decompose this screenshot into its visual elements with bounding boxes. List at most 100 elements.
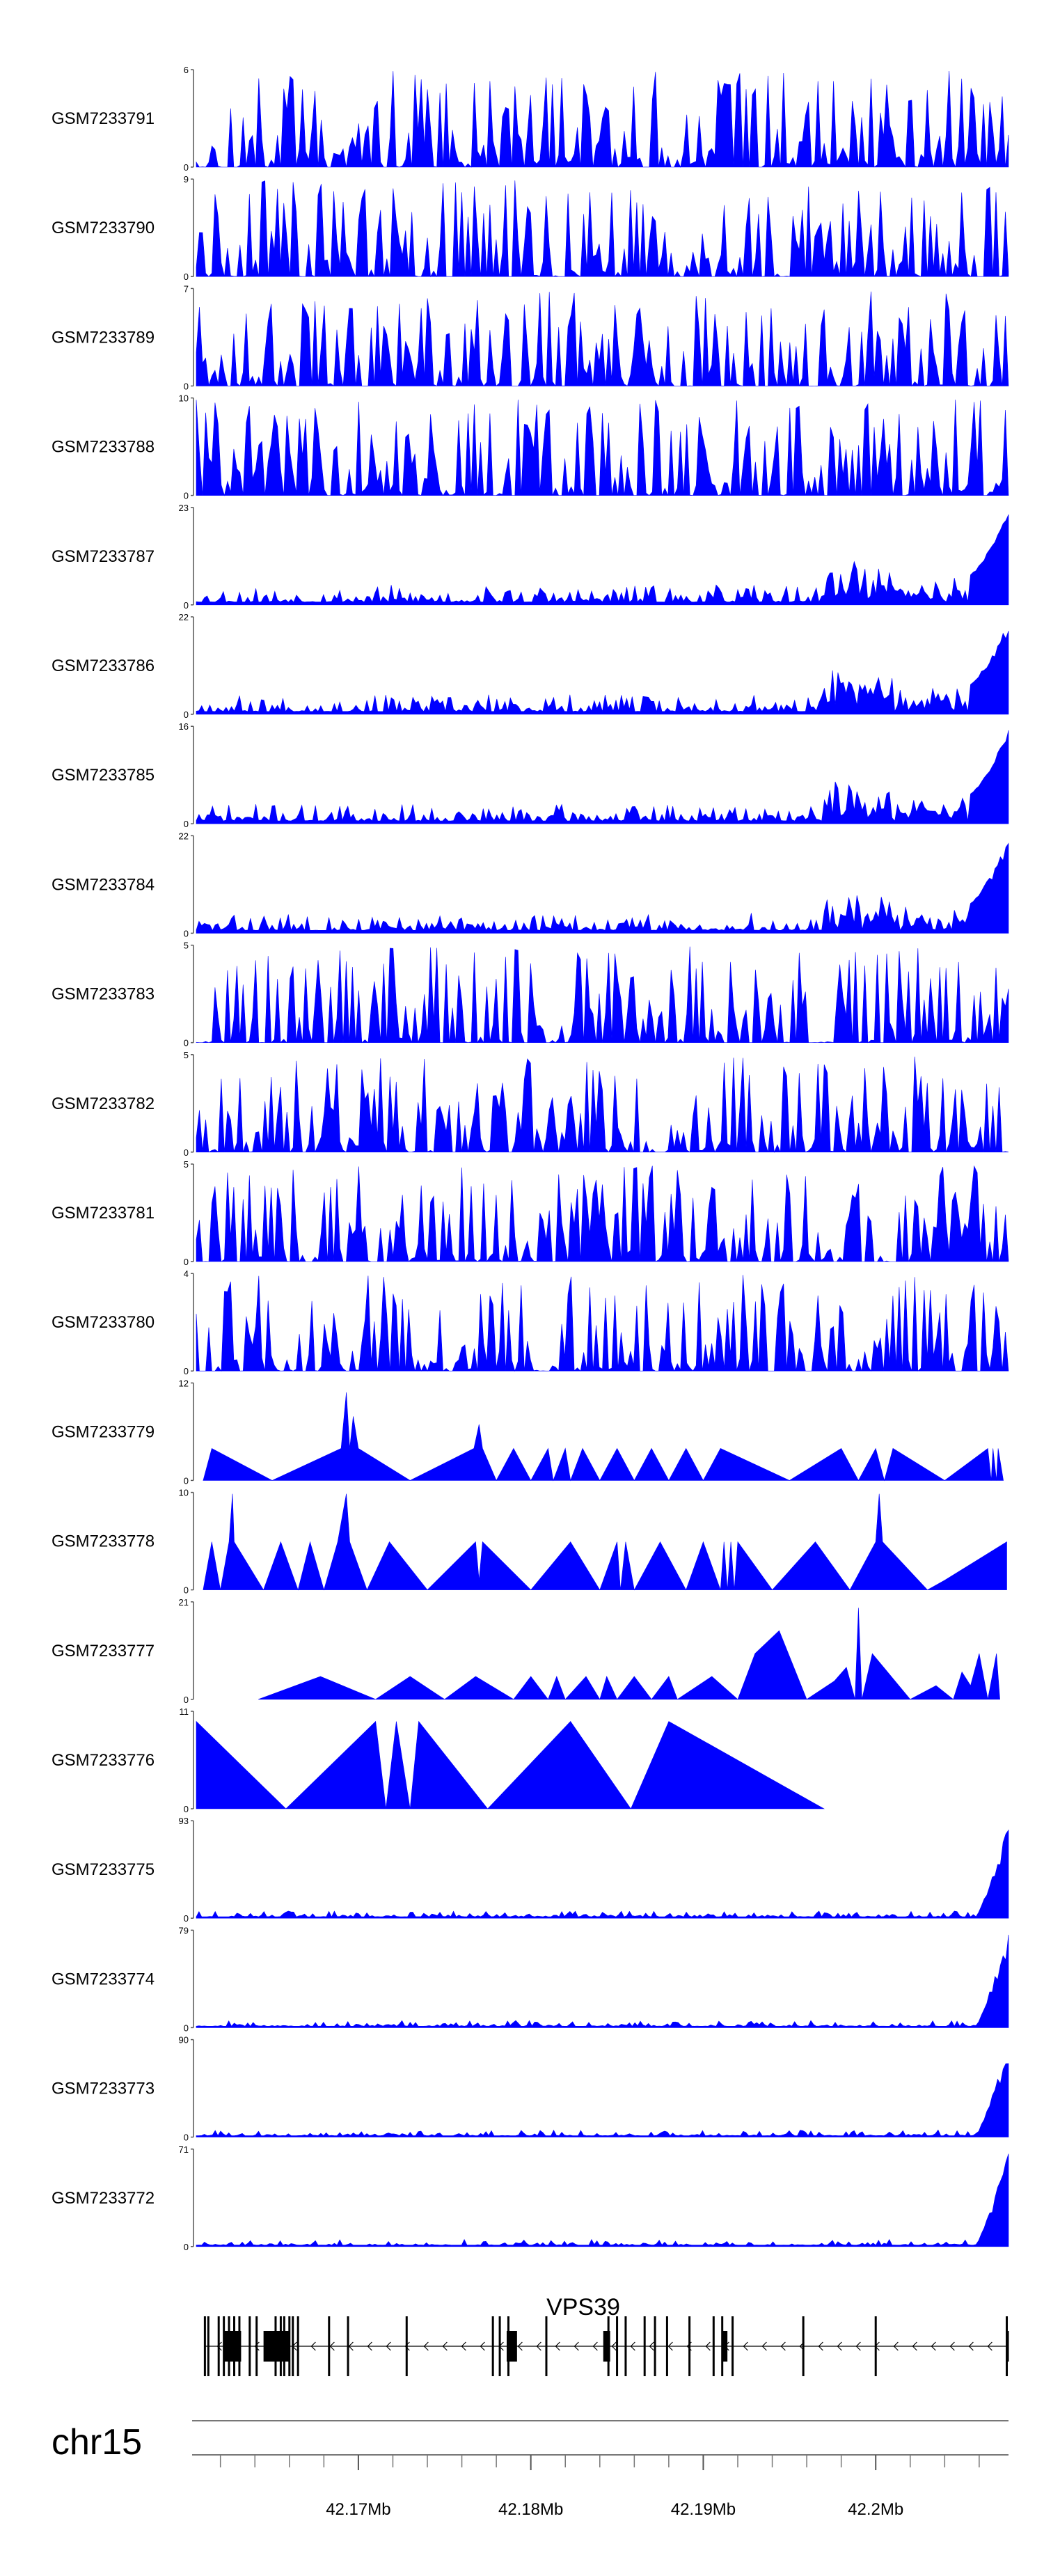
coverage-area [196, 842, 1009, 934]
strand-arrow [592, 2341, 598, 2351]
track-label: GSM7233787 [52, 547, 155, 566]
exon [616, 2316, 619, 2376]
strand-arrow [968, 2341, 974, 2351]
strand-arrow [310, 2341, 316, 2351]
coverage-track: GSM7233776 11 0 [52, 1706, 825, 1814]
coverage-track: GSM7233775 93 0 [52, 1816, 1009, 1924]
track-label: GSM7233776 [52, 1751, 155, 1770]
coverage-track: GSM7233788 10 0 [52, 393, 1009, 501]
gene-annotation-track: VPS39 [203, 2294, 1009, 2376]
coverage-tracks: GSM723379160GSM723379090GSM723378970GSM7… [52, 65, 1009, 2252]
strand-arrow [667, 2341, 673, 2351]
y-min-label: 0 [184, 381, 189, 391]
coverage-track: GSM7233780 4 0 [52, 1269, 1009, 1376]
coverage-area [258, 1608, 1000, 1700]
strand-arrow [949, 2341, 955, 2351]
exon [203, 2316, 206, 2376]
y-min-label: 0 [184, 600, 189, 611]
strand-arrow [893, 2341, 899, 2351]
exon [255, 2316, 258, 2376]
coverage-track: GSM7233782 5 0 [52, 1050, 1009, 1158]
y-min-label: 0 [184, 1585, 189, 1596]
exon [292, 2316, 294, 2376]
strand-arrow [837, 2341, 842, 2351]
exon [207, 2316, 209, 2376]
track-label: GSM7233777 [52, 1642, 155, 1660]
axis-tick-label: 42.17Mb [326, 2500, 390, 2519]
exon [491, 2316, 494, 2376]
axis-tick-label: 42.2Mb [848, 2500, 903, 2519]
coverage-area [196, 514, 1009, 606]
coverage-area [196, 400, 1009, 496]
exon [545, 2316, 548, 2376]
y-max-label: 21 [179, 1597, 189, 1608]
y-max-label: 5 [184, 1050, 189, 1060]
coverage-track: GSM7233791 6 0 [52, 65, 1009, 173]
strand-arrow [404, 2341, 410, 2351]
axis-tick-label: 42.19Mb [671, 2500, 736, 2519]
coverage-area [196, 631, 1009, 715]
coverage-area [196, 1720, 825, 1809]
coverage-area [196, 2153, 1009, 2247]
coverage-area [203, 1392, 1004, 1482]
axis-ticks: 42.17Mb 42.18Mb 42.19Mb 42.2Mb [219, 2455, 980, 2519]
y-max-label: 90 [179, 2035, 189, 2045]
strand-arrow [987, 2341, 992, 2351]
exon [248, 2316, 251, 2376]
exon [328, 2316, 331, 2376]
y-min-label: 0 [184, 1804, 189, 1814]
exon [688, 2316, 691, 2376]
y-max-label: 7 [184, 283, 189, 294]
coverage-track: GSM7233790 9 0 [52, 174, 1009, 282]
y-max-label: 93 [179, 1816, 189, 1826]
coverage-area [196, 1056, 1009, 1153]
coverage-track: GSM7233772 71 0 [52, 2144, 1009, 2252]
track-label: GSM7233790 [52, 219, 155, 237]
y-max-label: 22 [179, 612, 189, 622]
strand-arrow [216, 2341, 222, 2351]
track-label: GSM7233781 [52, 1204, 155, 1223]
chromosome-label: chr15 [52, 2422, 142, 2463]
y-max-label: 22 [179, 831, 189, 841]
exon [712, 2316, 715, 2376]
strand-arrow [649, 2341, 654, 2351]
track-label: GSM7233772 [52, 2189, 155, 2208]
y-max-label: 10 [179, 1488, 189, 1498]
strand-arrow [480, 2341, 485, 2351]
coverage-area [196, 730, 1009, 824]
coverage-area [196, 291, 1009, 387]
coverage-track: GSM7233783 5 0 [52, 941, 1009, 1049]
coding-exon [223, 2331, 242, 2362]
coverage-track: GSM7233789 7 0 [52, 283, 1009, 391]
strand-arrow [931, 2341, 936, 2351]
strand-arrow [761, 2341, 767, 2351]
track-label: GSM7233782 [52, 1094, 155, 1113]
coding-exon [506, 2331, 517, 2362]
track-label: GSM7233789 [52, 328, 155, 347]
exon [296, 2316, 299, 2376]
genome-axis: chr15 42.17Mb 42.18Mb 42.19Mb 42.2Mb [52, 2420, 1009, 2519]
coverage-area [196, 180, 1009, 278]
strand-arrow [743, 2341, 748, 2351]
strand-arrow [536, 2341, 541, 2351]
strand-arrow [386, 2341, 391, 2351]
exon [498, 2316, 501, 2376]
track-label: GSM7233788 [52, 438, 155, 457]
y-min-label: 0 [184, 2023, 189, 2033]
track-label: GSM7233791 [52, 109, 155, 128]
coding-exon [603, 2331, 610, 2362]
coverage-track: GSM7233786 22 0 [52, 612, 1009, 720]
y-max-label: 10 [179, 393, 189, 404]
exon [624, 2316, 627, 2376]
coverage-area [196, 1165, 1009, 1263]
y-min-label: 0 [184, 1257, 189, 1267]
track-label: GSM7233778 [52, 1532, 155, 1551]
strand-arrow [367, 2341, 372, 2351]
strand-arrow [423, 2341, 429, 2351]
coding-exon [722, 2331, 728, 2362]
exon [731, 2316, 734, 2376]
coverage-area [196, 946, 1009, 1044]
y-min-label: 0 [184, 491, 189, 501]
coding-exon [263, 2331, 290, 2362]
